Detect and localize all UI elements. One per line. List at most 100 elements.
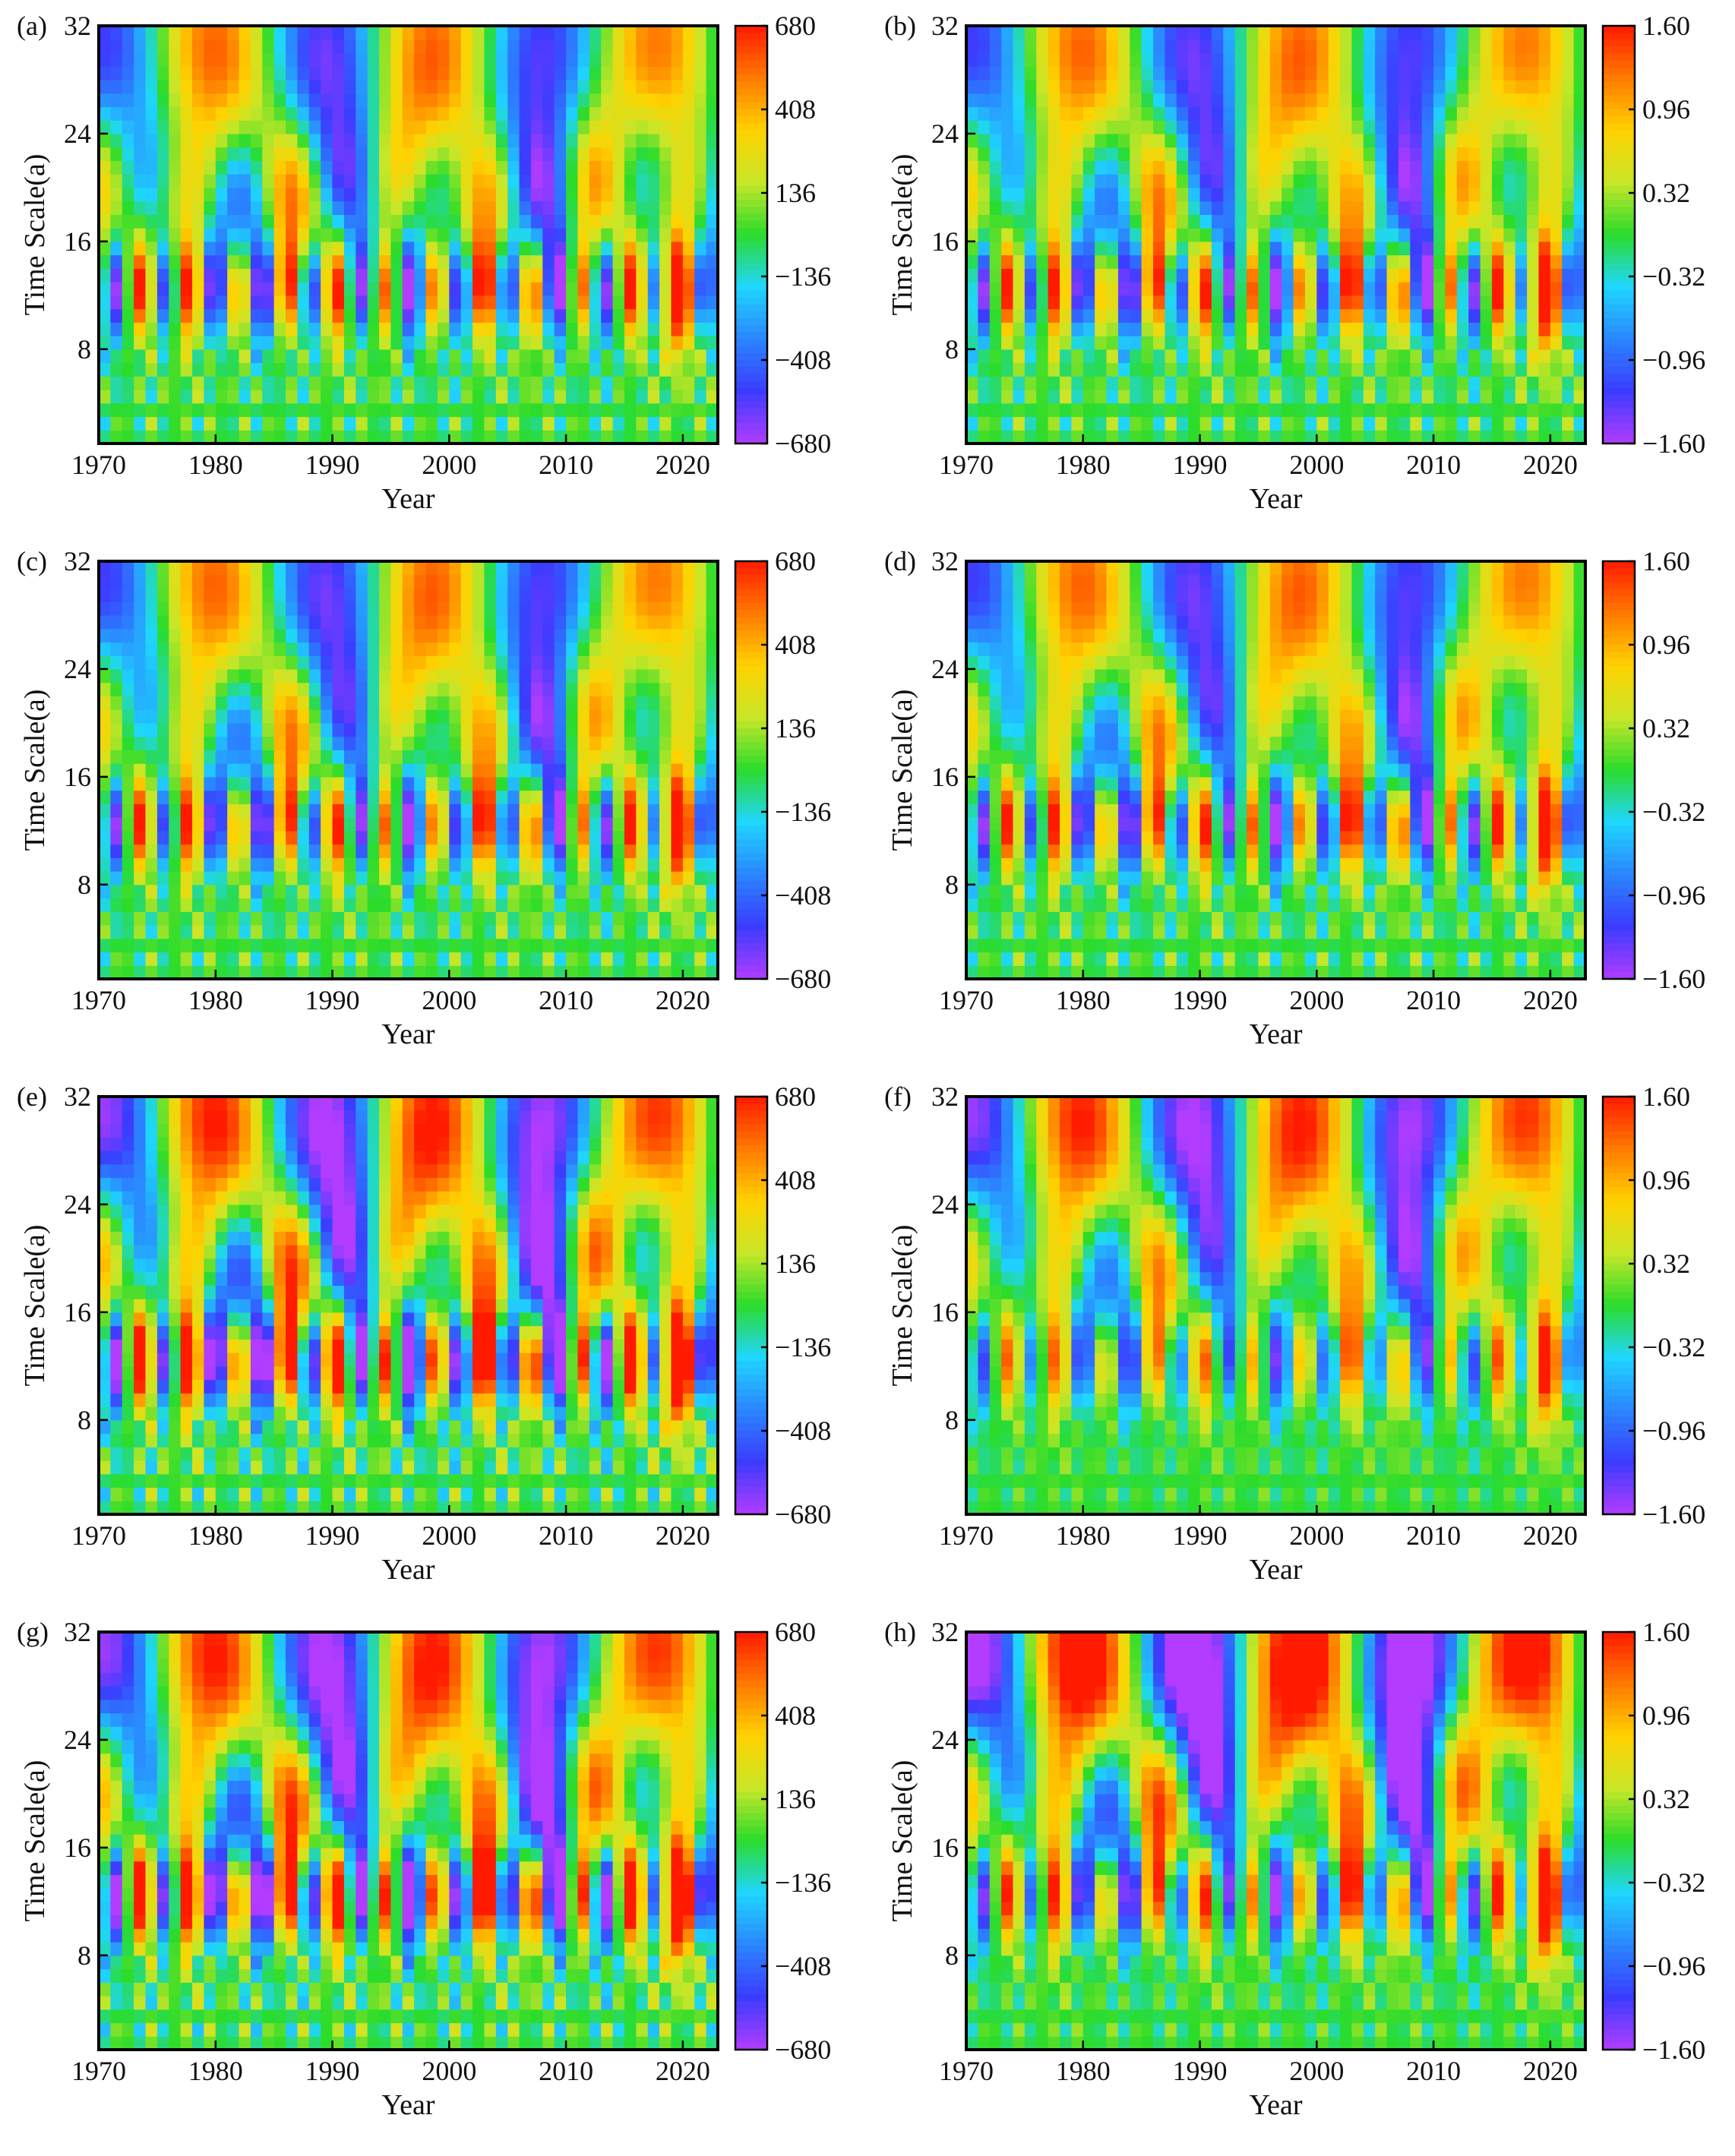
colorbar-segment [1603, 172, 1635, 180]
heatmap-cell [297, 52, 310, 67]
heatmap-cell [192, 965, 204, 980]
heatmap-cell [519, 282, 532, 296]
heatmap-cell [624, 830, 637, 845]
heatmap-cell [215, 911, 228, 926]
heatmap-cell [636, 884, 649, 899]
heatmap-cell [379, 133, 392, 148]
heatmap-cell [601, 668, 614, 683]
heatmap-cell [1001, 52, 1014, 67]
heatmap-cell [1106, 349, 1119, 364]
heatmap-cell [239, 911, 251, 926]
colorbar-segment [1603, 220, 1635, 229]
colorbar-segment [735, 109, 767, 117]
heatmap-cell [321, 120, 333, 134]
heatmap-cell [1153, 308, 1166, 323]
heatmap-cell [227, 588, 240, 602]
heatmap-cell [332, 214, 345, 229]
heatmap-cell [1165, 308, 1177, 323]
heatmap-cell [437, 614, 450, 630]
heatmap-cell [1316, 93, 1329, 108]
heatmap-cell [495, 349, 508, 364]
heatmap-cell [577, 26, 590, 40]
heatmap-cell [647, 79, 660, 94]
heatmap-cell [273, 696, 286, 710]
heatmap-cell [134, 416, 147, 431]
heatmap-cell [682, 430, 695, 444]
heatmap-cell [134, 174, 147, 188]
heatmap-cell [601, 187, 614, 202]
heatmap-cell [156, 254, 169, 269]
heatmap-cell [379, 39, 392, 54]
heatmap-cell [239, 322, 251, 336]
heatmap-cell [1573, 336, 1586, 350]
heatmap-cell [601, 965, 614, 980]
heatmap-cell [110, 241, 123, 256]
heatmap-cell [356, 655, 368, 670]
heatmap-cell [156, 106, 169, 121]
x-tick-label: 2000 [422, 450, 476, 480]
heatmap-cell [1503, 52, 1516, 67]
heatmap-cell [519, 776, 532, 791]
heatmap-cell [99, 817, 111, 832]
heatmap-cell [390, 362, 403, 377]
heatmap-cell [169, 160, 182, 175]
heatmap-cell [554, 416, 567, 431]
colorbar-segment [1603, 60, 1635, 68]
heatmap-cell [1071, 430, 1084, 444]
heatmap-cell [356, 763, 368, 778]
heatmap-cell [519, 228, 532, 242]
heatmap-cell [589, 376, 602, 390]
heatmap-cell [286, 214, 299, 229]
heatmap-cell [192, 187, 204, 202]
heatmap-cell [356, 402, 368, 418]
heatmap-cell [308, 93, 321, 108]
heatmap-cell [1410, 416, 1423, 431]
heatmap-cell [332, 601, 345, 616]
heatmap-cell [1211, 228, 1224, 242]
heatmap-cell [460, 925, 473, 939]
heatmap-cell [1036, 160, 1049, 175]
heatmap-cell [1351, 66, 1364, 80]
heatmap-cell [566, 857, 579, 872]
heatmap-cell [297, 884, 310, 899]
heatmap-cell [343, 174, 356, 188]
heatmap-cell [1398, 349, 1411, 364]
heatmap-cell [367, 668, 380, 683]
heatmap-cell [379, 106, 392, 121]
heatmap-cell [694, 160, 707, 175]
colorbar-segment [735, 46, 767, 55]
heatmap-cell [460, 362, 473, 377]
heatmap-cell [1433, 52, 1446, 67]
heatmap-cell [1328, 200, 1341, 215]
heatmap-cell [180, 349, 193, 364]
heatmap-cell [145, 965, 158, 980]
heatmap-cell [1269, 39, 1282, 54]
heatmap-cell [978, 106, 991, 121]
heatmap-cell [694, 938, 707, 953]
heatmap-cell [1340, 376, 1353, 390]
heatmap-cell [671, 52, 684, 67]
heatmap-cell [414, 52, 427, 67]
heatmap-cell [1176, 187, 1189, 202]
heatmap-cell [1071, 362, 1084, 377]
heatmap-cell [1363, 254, 1376, 269]
heatmap-cell [1480, 268, 1493, 283]
colorbar-segment [1603, 39, 1635, 48]
heatmap-cell [1281, 390, 1294, 404]
heatmap-cell [343, 803, 356, 818]
heatmap-cell [180, 336, 193, 350]
heatmap-cell [1258, 254, 1271, 269]
heatmap-cell [554, 187, 567, 202]
colorbar-segment [1603, 207, 1635, 215]
heatmap-cell [1375, 120, 1388, 134]
heatmap-cell [1247, 349, 1259, 364]
heatmap-cell [706, 965, 719, 980]
heatmap-cell [1328, 133, 1341, 148]
heatmap-cell [1456, 228, 1469, 242]
colorbar-segment [735, 422, 767, 431]
heatmap-cell [636, 911, 649, 926]
heatmap-cell [636, 938, 649, 953]
heatmap-cell [379, 803, 392, 818]
heatmap-cell [659, 871, 672, 885]
heatmap-cell [507, 106, 520, 121]
